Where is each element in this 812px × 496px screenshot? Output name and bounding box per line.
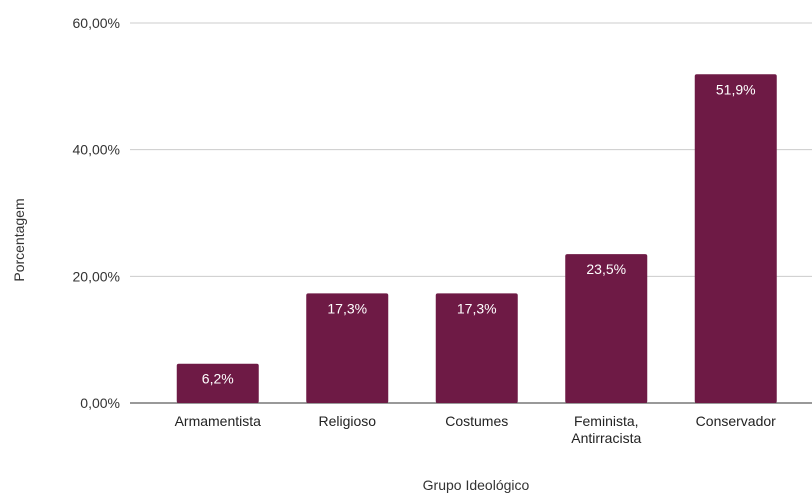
bar-value-label: 6,2% [202, 371, 234, 387]
bar [176, 363, 259, 403]
x-category-label: Armamentista [175, 413, 262, 429]
bar-value-label: 51,9% [716, 81, 756, 97]
y-tick-label: 40,00% [73, 142, 120, 158]
x-category-label: Conservador [696, 413, 776, 429]
bar [694, 74, 777, 404]
bars [176, 74, 777, 404]
data-labels: 6,2% 17,3% 17,3% 23,5% 51,9% [202, 81, 756, 386]
x-category-label: Religioso [318, 413, 376, 429]
bar [435, 293, 518, 403]
y-tick-label: 0,00% [80, 395, 120, 411]
y-tick-labels: 0,00% 20,00% 40,00% 60,00% [73, 15, 120, 411]
x-category-label: Costumes [445, 413, 508, 429]
bar [306, 293, 389, 403]
bar-value-label: 17,3% [457, 300, 497, 316]
y-axis-title: Porcentagem [11, 198, 27, 281]
bar [565, 254, 648, 403]
bar-value-label: 17,3% [327, 300, 367, 316]
y-tick-label: 20,00% [73, 268, 120, 284]
x-category-labels: Armamentista Religioso Costumes Feminista, A… [175, 413, 777, 446]
x-axis-title: Grupo Ideológico [423, 477, 530, 493]
bar-value-label: 23,5% [586, 261, 626, 277]
y-tick-label: 60,00% [73, 15, 120, 31]
x-category-label: Feminista, Antirracista [571, 413, 641, 446]
